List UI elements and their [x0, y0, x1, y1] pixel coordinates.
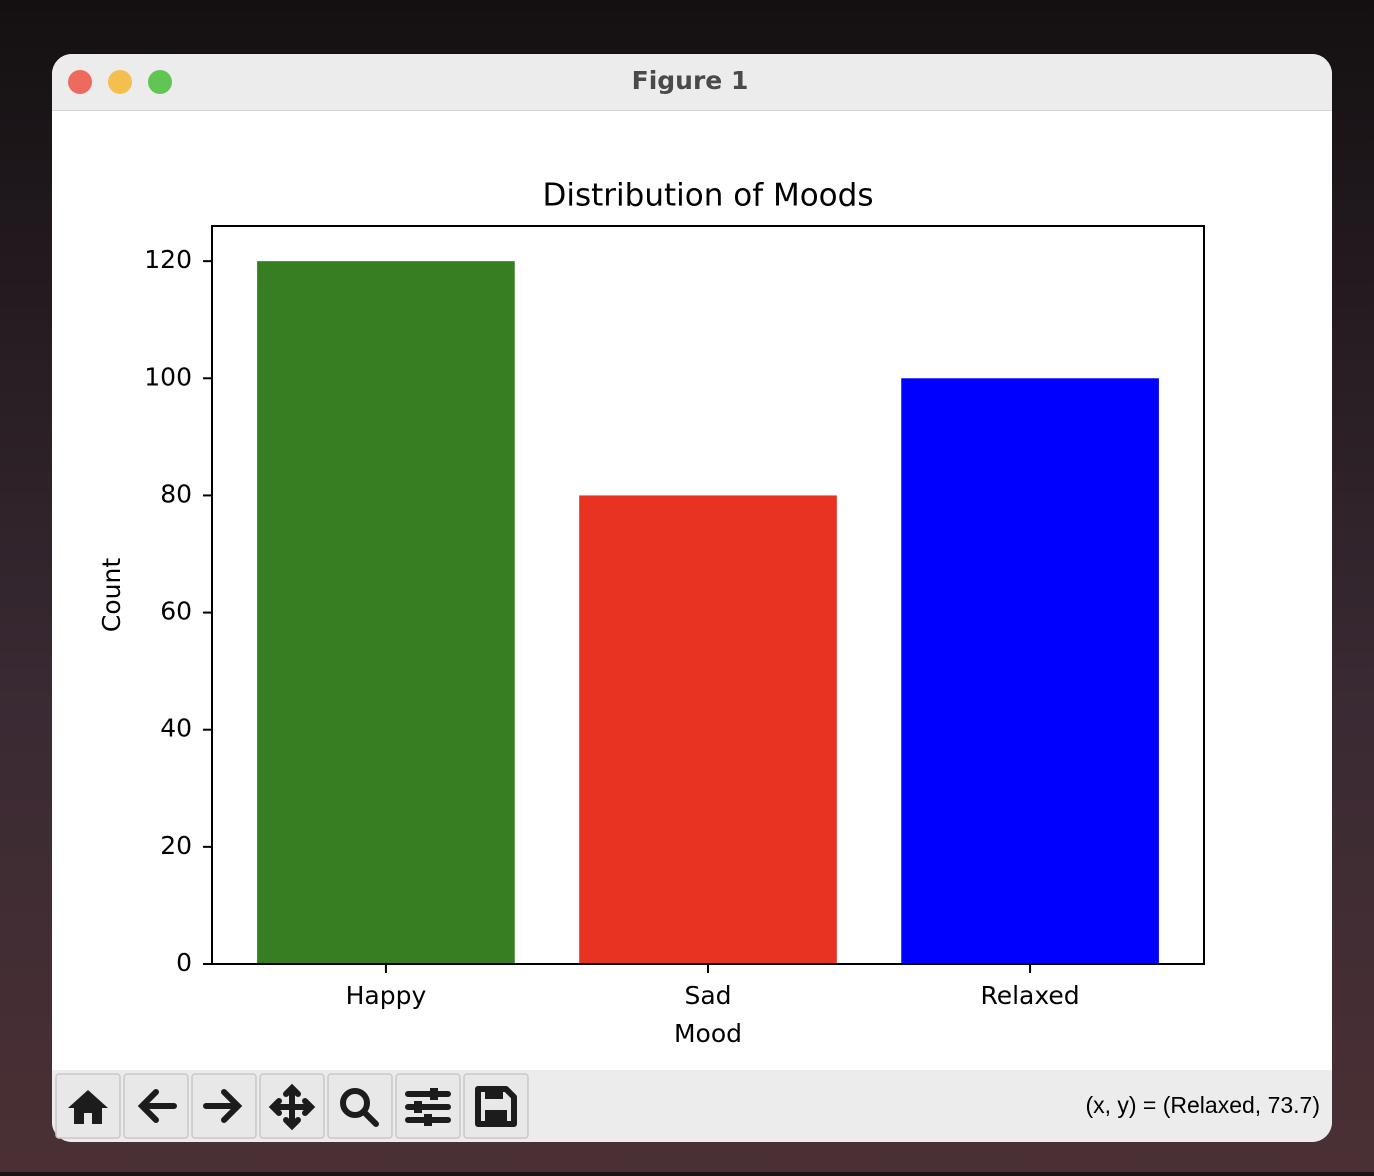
configure-button[interactable] [395, 1073, 461, 1139]
chart-title: Distribution of Moods [543, 178, 874, 214]
y-tick-label: 100 [144, 362, 192, 391]
minimize-button[interactable] [108, 70, 132, 94]
title-bar [52, 54, 1332, 110]
home-button[interactable] [55, 1073, 121, 1139]
y-tick-label: 60 [160, 597, 192, 626]
bar [579, 495, 837, 964]
toolbar-buttons [55, 1073, 529, 1139]
x-tick-label: Sad [684, 981, 731, 1010]
y-tick-label: 80 [160, 479, 192, 508]
y-tick-label: 0 [176, 948, 192, 977]
bar [257, 261, 515, 965]
back-button[interactable] [123, 1073, 189, 1139]
x-axis-label: Mood [674, 1019, 742, 1048]
zoom-button[interactable] [148, 70, 172, 94]
x-tick-label: Relaxed [980, 981, 1079, 1010]
plot-frame [211, 225, 1205, 965]
y-axis-label: Count [97, 558, 126, 632]
y-tick-label: 40 [160, 714, 192, 743]
y-tick-label: 20 [160, 831, 192, 860]
pan-button[interactable] [259, 1073, 325, 1139]
x-tick-label: Happy [346, 981, 427, 1010]
y-tick-label: 120 [144, 245, 192, 274]
zoom-tool-button[interactable] [327, 1073, 393, 1139]
chart: Distribution of Moods Mood Count 0 20 40 60… [97, 178, 1205, 1048]
forward-button[interactable] [191, 1073, 257, 1139]
bar [901, 378, 1159, 964]
save-button[interactable] [463, 1073, 529, 1139]
window-title: Figure 1 [632, 66, 749, 95]
close-button[interactable] [68, 70, 92, 94]
status-text: (x, y) = (Relaxed, 73.7) [1085, 1092, 1320, 1118]
